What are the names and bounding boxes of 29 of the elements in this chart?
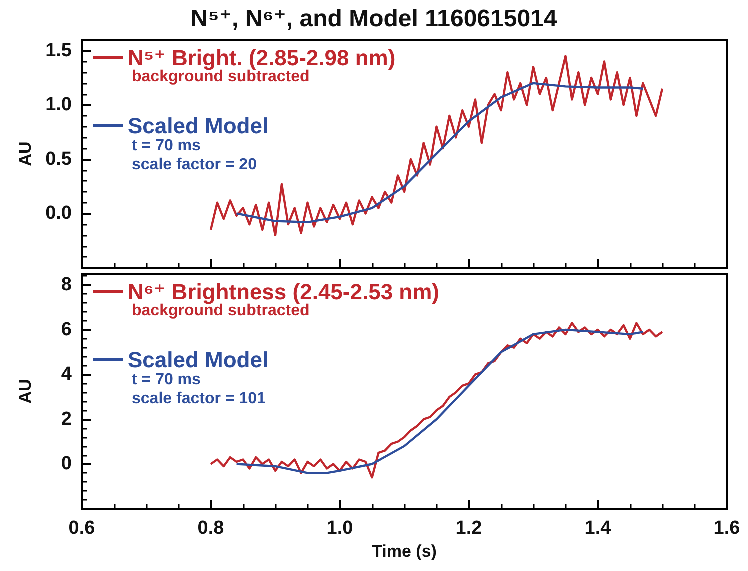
annotation: scale factor = 20 [132, 156, 258, 174]
annotation: scale factor = 101 [132, 390, 266, 408]
y-axis-title: AU [16, 379, 35, 404]
legend-label: Scaled Model [128, 348, 269, 372]
y-tick-label: 6 [61, 319, 72, 340]
legend-label: Scaled Model [128, 114, 269, 138]
legend-label: N⁵⁺ Bright. (2.85-2.98 nm) [128, 46, 396, 70]
legend-label: N⁶⁺ Brightness (2.45-2.53 nm) [128, 280, 440, 304]
x-tick-label: 1.6 [714, 518, 740, 539]
x-tick-label: 0.6 [68, 518, 96, 539]
annotation: background subtracted [132, 68, 310, 86]
annotation: background subtracted [132, 302, 310, 320]
y-tick-label: 0 [61, 454, 72, 475]
y-tick-label: 8 [61, 274, 72, 296]
y-tick-label: 0.0 [46, 203, 72, 224]
chart-title: N⁵⁺, N⁶⁺, and Model 1160615014 [190, 6, 558, 32]
y-axis-title: AU [16, 142, 35, 166]
x-tick-label: 1.0 [326, 518, 354, 539]
y-tick-label: 0.5 [46, 148, 72, 170]
y-tick-label: 1.0 [46, 94, 72, 116]
x-tick-label: 1.4 [584, 518, 612, 539]
x-tick-label: 1.2 [456, 518, 482, 539]
y-tick-label: 2 [61, 408, 72, 430]
annotation: t = 70 ms [132, 138, 202, 154]
x-axis-title: Time (s) [372, 542, 437, 561]
annotation: t = 70 ms [132, 372, 202, 388]
x-tick-label: 0.8 [198, 518, 224, 539]
y-tick-label: 1.5 [46, 40, 72, 62]
y-tick-label: 4 [61, 364, 72, 386]
